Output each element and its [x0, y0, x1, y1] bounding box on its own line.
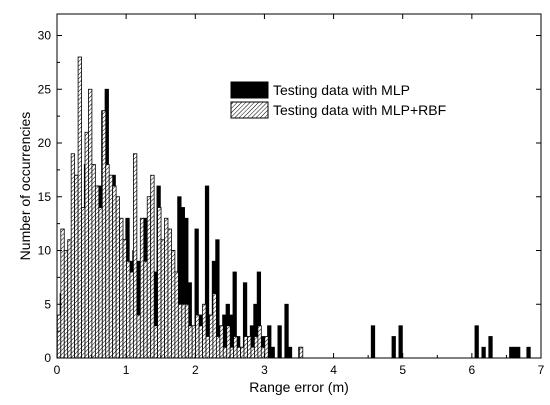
x-tick-label: 5: [399, 363, 406, 377]
x-tick-label: 6: [469, 363, 476, 377]
bar-mlp-rbf: [182, 304, 185, 358]
bar-mlp-rbf: [299, 347, 302, 358]
bar-mlp-rbf: [168, 229, 171, 358]
bar-mlp-rbf: [258, 326, 261, 358]
bar-mlp-rbf: [99, 208, 102, 359]
bar-mlp: [516, 347, 519, 358]
bar-mlp: [278, 326, 281, 358]
bar-mlp: [475, 326, 478, 358]
bar-mlp-rbf: [206, 337, 209, 359]
bar-mlp-rbf: [57, 315, 60, 358]
bar-mlp: [392, 337, 395, 359]
y-tick-label: 20: [38, 136, 52, 150]
bar-mlp-rbf: [196, 315, 199, 358]
bar-mlp-rbf: [137, 315, 140, 358]
bar-mlp: [288, 347, 291, 358]
x-tick-label: 0: [54, 363, 61, 377]
bar-mlp-rbf: [161, 240, 164, 358]
x-tick-label: 2: [192, 363, 199, 377]
bar-mlp: [489, 337, 492, 359]
legend-swatch-mlp: [231, 82, 268, 98]
bar-mlp-rbf: [241, 347, 244, 358]
bar-mlp-rbf: [185, 304, 188, 358]
y-tick-label: 25: [38, 82, 52, 96]
bar-mlp-rbf: [123, 240, 126, 358]
bar-mlp-rbf: [220, 326, 223, 358]
y-tick-label: 10: [38, 244, 52, 258]
bar-mlp: [399, 326, 402, 358]
bar-mlp-rbf: [82, 208, 85, 359]
bar-mlp-rbf: [140, 218, 143, 358]
bar-mlp-rbf: [171, 251, 174, 359]
y-tick-label: 15: [38, 190, 52, 204]
bar-mlp-rbf: [175, 272, 178, 358]
x-tick-label: 7: [538, 363, 545, 377]
bar-mlp-rbf: [158, 208, 161, 359]
bar-mlp: [527, 347, 530, 358]
bar-mlp-rbf: [116, 197, 119, 358]
bar-mlp: [510, 347, 513, 358]
legend-label-mlp-rbf: Testing data with MLP+RBF: [273, 102, 446, 118]
bar-mlp-rbf: [68, 240, 71, 358]
bar-mlp-rbf: [92, 165, 95, 359]
bar-mlp-rbf: [130, 272, 133, 358]
bar-mlp-rbf: [203, 304, 206, 358]
bar-mlp-rbf: [71, 154, 74, 358]
bar-mlp-rbf: [165, 218, 168, 358]
bar-mlp-rbf: [230, 347, 233, 358]
bar-mlp-rbf: [154, 326, 157, 358]
y-tick-label: 5: [44, 297, 51, 311]
bar-mlp-rbf: [251, 347, 254, 358]
bar-mlp-rbf: [88, 89, 91, 358]
bar-mlp-rbf: [254, 337, 257, 359]
bar-mlp-rbf: [120, 218, 123, 358]
bar-mlp-rbf: [78, 57, 81, 358]
x-tick-label: 4: [330, 363, 337, 377]
bar-mlp-rbf: [75, 175, 78, 358]
bar-mlp-rbf: [213, 294, 216, 359]
bar-mlp-rbf: [95, 186, 98, 358]
bar-mlp-rbf: [151, 175, 154, 358]
bar-mlp-rbf: [247, 337, 250, 359]
x-tick-label: 3: [261, 363, 268, 377]
bar-mlp-rbf: [223, 347, 226, 358]
bar-mlp-rbf: [216, 337, 219, 359]
bar-mlp-rbf: [106, 165, 109, 359]
bar-mlp-rbf: [189, 326, 192, 358]
legend-label-mlp: Testing data with MLP: [273, 82, 410, 98]
bar-mlp-rbf: [147, 197, 150, 358]
bar-mlp-rbf: [133, 154, 136, 358]
y-tick-label: 30: [38, 29, 52, 43]
bar-mlp-rbf: [265, 337, 268, 359]
bar-mlp-rbf: [178, 304, 181, 358]
bar-mlp-rbf: [109, 175, 112, 358]
bar-mlp: [271, 347, 274, 358]
bar-mlp-rbf: [234, 337, 237, 359]
bar-mlp-rbf: [209, 315, 212, 358]
bar-mlp: [285, 304, 288, 358]
bar-mlp-rbf: [126, 261, 129, 358]
bar-mlp-rbf: [144, 261, 147, 358]
bar-mlp-rbf: [113, 186, 116, 358]
bar-mlp-rbf: [64, 251, 67, 359]
bar-mlp-rbf: [61, 229, 64, 358]
bar-mlp: [482, 347, 485, 358]
bar-mlp-rbf: [199, 326, 202, 358]
bar-mlp-rbf: [102, 111, 105, 358]
legend: Testing data with MLP Testing data with …: [231, 82, 446, 118]
x-tick-label: 1: [123, 363, 130, 377]
bar-mlp-rbf: [244, 337, 247, 359]
bar-mlp-rbf: [227, 326, 230, 358]
x-axis-title: Range error (m): [249, 379, 349, 395]
bar-mlp-rbf: [85, 132, 88, 358]
legend-swatch-mlp-rbf: [231, 102, 268, 118]
y-tick-label: 0: [44, 351, 51, 365]
bar-mlp-rbf: [237, 347, 240, 358]
bar-mlp: [513, 347, 516, 358]
bar-mlp: [371, 326, 374, 358]
y-axis-title: Number of occurrencies: [17, 112, 33, 261]
